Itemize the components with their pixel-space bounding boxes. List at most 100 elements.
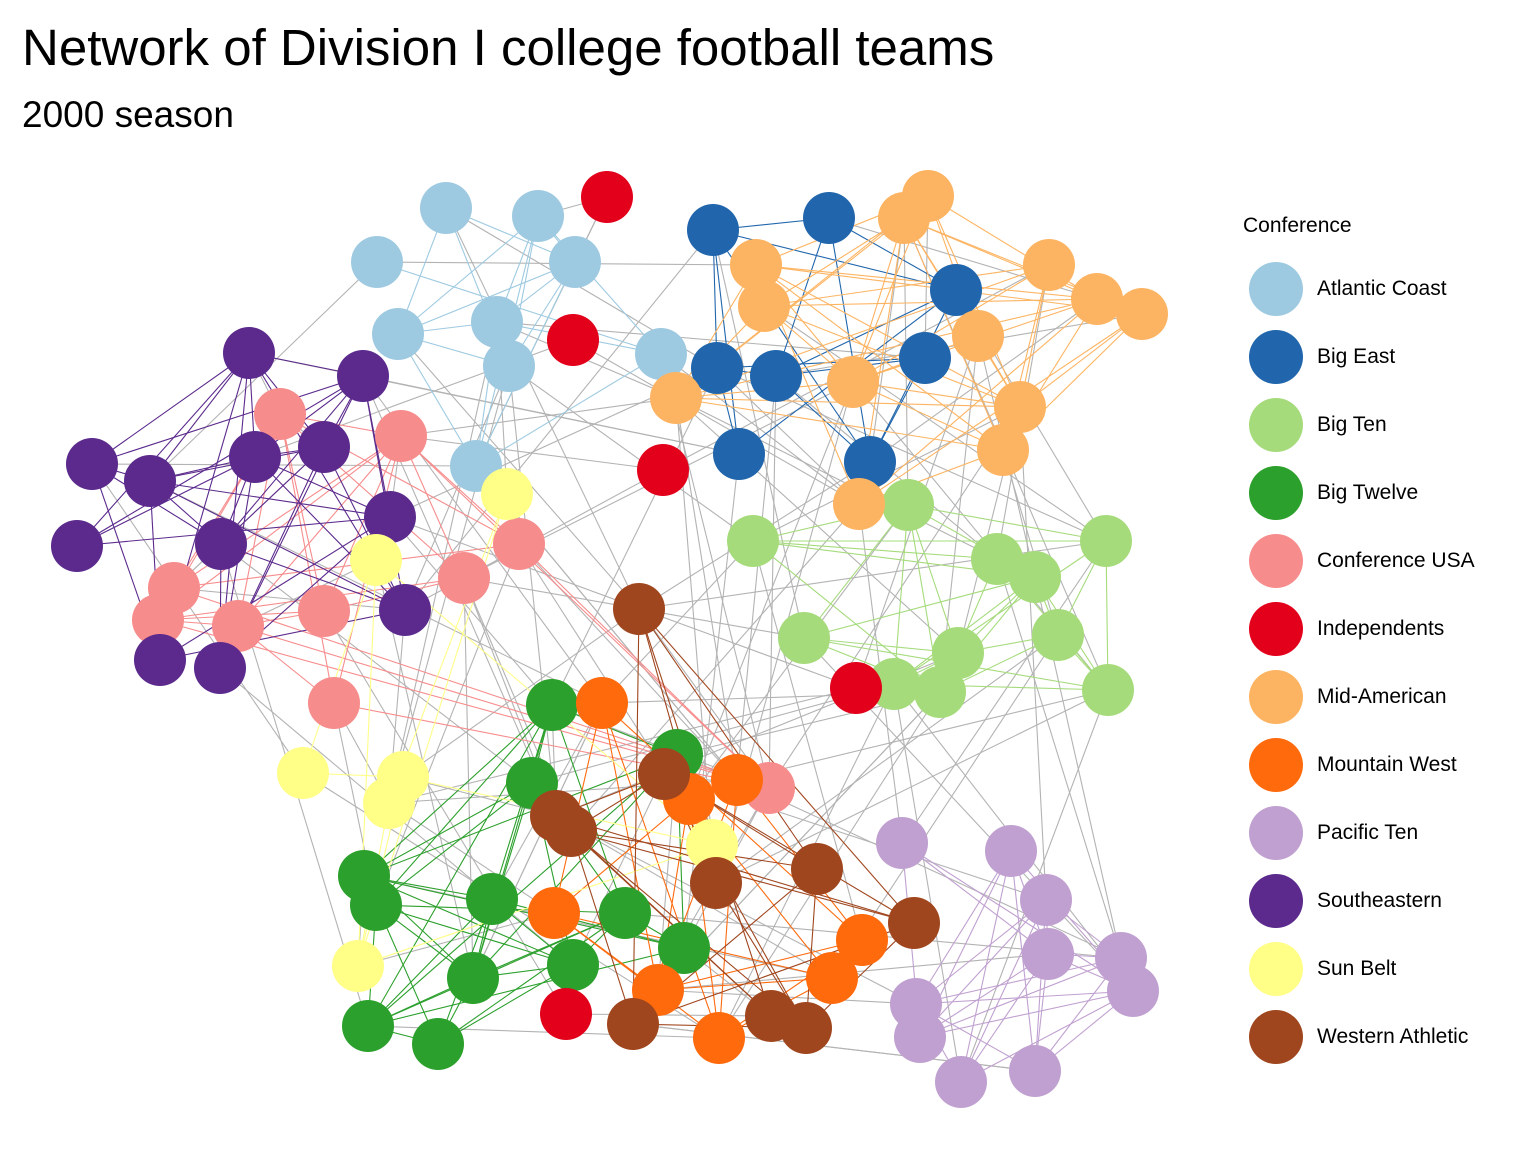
network-edge [869,217,905,463]
network-edge [572,773,665,966]
team-node [298,421,350,473]
legend-swatch [1249,466,1303,520]
team-node [738,280,790,332]
legend-swatch [1249,534,1303,588]
network-edge [907,504,1107,542]
team-node [420,182,472,234]
network-edge [570,503,860,832]
network-edge [388,687,857,804]
network-edge [404,365,510,611]
team-node [691,342,743,394]
network-edge [570,830,634,1025]
team-node [379,584,431,636]
team-node [364,491,416,543]
legend-swatch [1249,942,1303,996]
chart-title: Network of Division I college football t… [22,19,995,76]
team-node [447,952,499,1004]
team-node [985,825,1037,877]
team-node [882,479,934,531]
network-edge [397,261,576,335]
network-edge [404,229,714,611]
legend-swatch [1249,670,1303,724]
network-edge [638,608,818,870]
legend-item-big-east: Big East [1243,323,1475,391]
team-node [750,350,802,402]
network-edge [400,397,677,437]
team-node [830,662,882,714]
network-edge [445,207,640,610]
team-node [337,350,389,402]
legend-label: Mountain West [1317,753,1457,776]
legend-item-mid-american: Mid-American [1243,663,1475,731]
team-node [581,171,633,223]
network-edge [149,480,603,704]
network-edge [752,540,863,941]
team-node [899,332,951,384]
team-node [780,1002,832,1054]
network-edge [363,782,533,877]
legend-swatch [1249,398,1303,452]
team-node [977,424,1029,476]
network-edge [919,990,1134,1038]
team-node [254,388,306,440]
network-edge [893,540,1107,685]
team-node [888,897,940,949]
team-node [332,940,384,992]
network-edge [437,964,574,1045]
legend-label: Big Ten [1317,413,1387,436]
team-node [711,754,763,806]
team-node [1022,928,1074,980]
team-node [134,634,186,686]
network-edge [551,367,718,706]
team-node [687,204,739,256]
network-edge [718,779,738,1039]
team-node [844,436,896,488]
network-edge [601,702,720,1039]
team-node [1009,1045,1061,1097]
team-node [638,748,690,800]
team-node [229,431,281,483]
network-edge [712,229,740,455]
legend-label: Independents [1317,617,1445,640]
team-node [350,534,402,586]
team-node [66,438,118,490]
network-edge [375,704,553,906]
network-edge [363,754,678,877]
team-node [412,1018,464,1070]
team-node [894,1011,946,1063]
network-edge [960,850,1012,1083]
legend-swatch [1249,806,1303,860]
network-edge [400,435,520,545]
network-edge [91,463,304,774]
team-node [876,817,928,869]
network-edge [736,689,1109,781]
network-edge [570,830,915,924]
network-edge [763,305,1107,542]
network-edge [675,397,1004,451]
network-edge [858,298,1098,505]
team-node [730,239,782,291]
team-node [658,922,710,974]
network-edge [437,912,626,1045]
team-node [868,658,920,710]
team-node [483,340,535,392]
network-edge [388,802,555,914]
network-edge [805,868,818,1029]
network-edge [173,587,406,611]
team-node [124,455,176,507]
network-edge [572,339,860,505]
legend-swatch [1249,602,1303,656]
legend-label: Pacific Ten [1317,821,1419,844]
legend-item-atlantic-coast: Atlantic Coast [1243,255,1475,323]
team-node [540,988,592,1040]
team-node [223,327,275,379]
team-node [51,520,103,572]
legend-swatch [1249,262,1303,316]
network-edge [1002,449,1059,636]
network-edge [76,456,256,547]
network-edge [1019,406,1047,901]
team-node [803,192,855,244]
team-node [1020,874,1072,926]
network-edge [402,776,557,817]
network-edge [763,305,1021,408]
